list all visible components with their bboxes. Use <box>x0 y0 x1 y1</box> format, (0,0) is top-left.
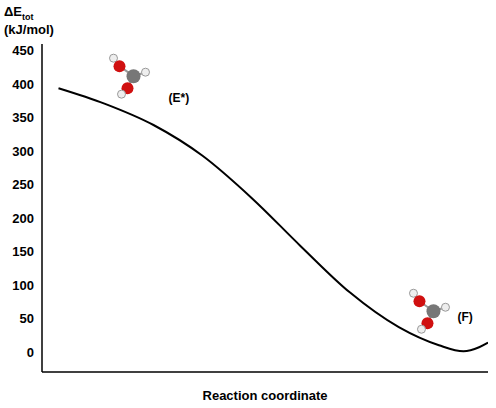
svg-text:ΔEtot: ΔEtot <box>8 4 34 22</box>
svg-text:100: 100 <box>12 278 34 293</box>
svg-text:400: 400 <box>12 77 34 92</box>
svg-text:350: 350 <box>12 110 34 125</box>
svg-text:50: 50 <box>20 311 34 326</box>
svg-text:200: 200 <box>12 211 34 226</box>
svg-text:250: 250 <box>12 177 34 192</box>
svg-text:(kJ/mol): (kJ/mol) <box>8 22 54 37</box>
svg-text:450: 450 <box>12 43 34 58</box>
svg-text:Reaction coordinate: Reaction coordinate <box>203 388 328 403</box>
svg-text:150: 150 <box>12 244 34 259</box>
svg-text:(E*): (E*) <box>169 91 190 105</box>
svg-text:300: 300 <box>12 144 34 159</box>
svg-text:(F): (F) <box>457 310 472 324</box>
svg-text:0: 0 <box>27 345 34 360</box>
